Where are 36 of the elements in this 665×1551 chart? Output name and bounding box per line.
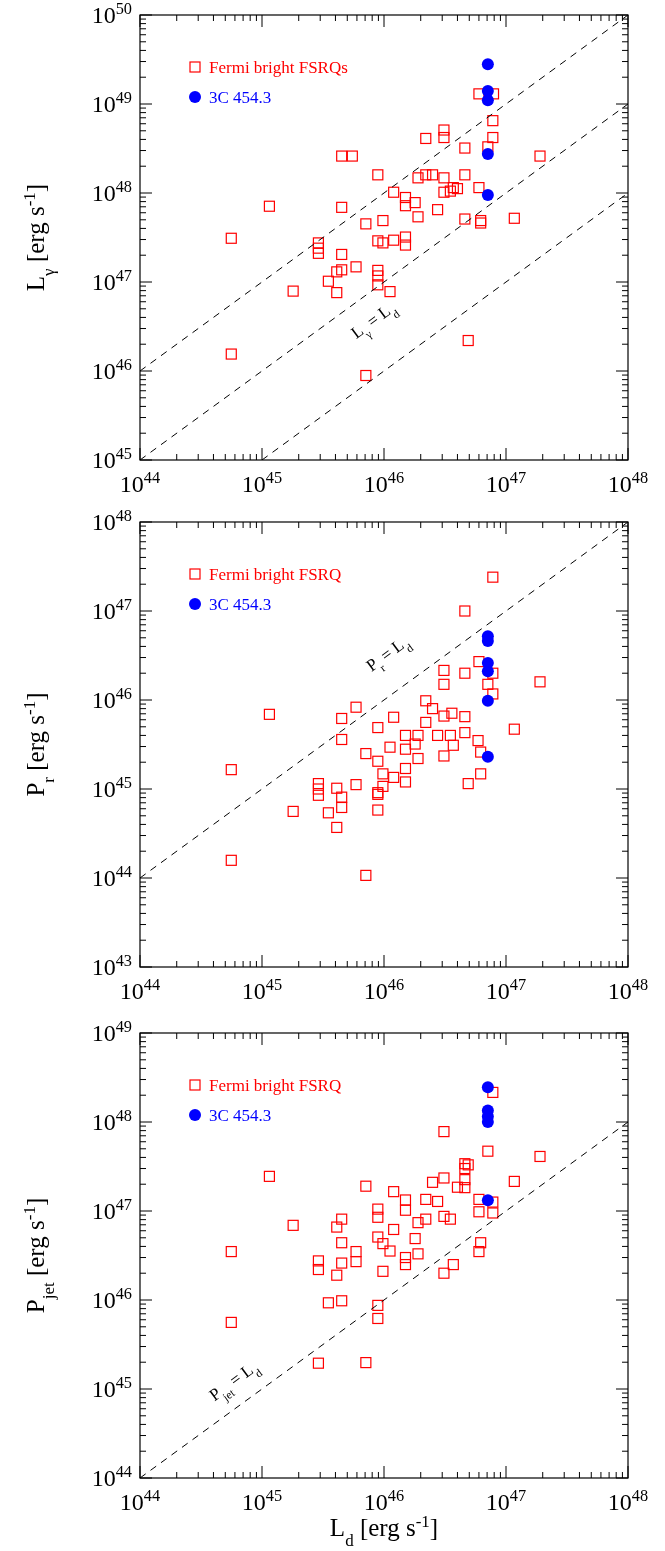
legend-label: Fermi bright FSRQ [209, 1076, 342, 1095]
y-tick-label: 10$^{48}$ [91, 1105, 132, 1135]
y-tick-label: 10$^{50}$ [91, 0, 132, 28]
point [481, 750, 494, 763]
x-tick-label: 10$^{47}$ [485, 974, 527, 1004]
y-tick-label: 10$^{45}$ [91, 772, 132, 802]
y-tick-label: 10$^{44}$ [91, 861, 132, 891]
point [481, 694, 494, 707]
y-tick-label: 10$^{48}$ [91, 176, 132, 206]
y-tick-label: 10$^{49}$ [91, 87, 132, 117]
y-tick-label: 10$^{48}$ [91, 505, 132, 535]
point [481, 1194, 494, 1207]
legend-label: Fermi bright FSRQs [209, 58, 348, 77]
x-tick-label: 10$^{45}$ [241, 467, 283, 497]
x-tick-label: 10$^{46}$ [363, 974, 405, 1004]
y-tick-label: 10$^{47}$ [91, 265, 132, 295]
legend-label: 3C 454.3 [209, 88, 272, 107]
y-tick-label: 10$^{46}$ [91, 354, 132, 384]
y-tick-label: 10$^{47}$ [91, 594, 132, 624]
legend-label: 3C 454.3 [209, 595, 272, 614]
x-tick-label: 10$^{45}$ [241, 974, 283, 1004]
x-tick-label: 10$^{47}$ [485, 1485, 527, 1515]
legend-label: Fermi bright FSRQ [209, 565, 342, 584]
x-tick-label: 10$^{48}$ [607, 1485, 649, 1515]
x-tick-label: 10$^{47}$ [485, 467, 527, 497]
y-tick-label: 10$^{46}$ [91, 683, 132, 713]
y-tick-label: 10$^{49}$ [91, 1016, 132, 1046]
x-tick-label: 10$^{46}$ [363, 467, 405, 497]
point [481, 1081, 494, 1094]
x-tick-label: 10$^{48}$ [607, 467, 649, 497]
legend-label: 3C 454.3 [209, 1106, 272, 1125]
y-tick-label: 10$^{45}$ [91, 1372, 132, 1402]
x-tick-label: 10$^{45}$ [241, 1485, 283, 1515]
y-tick-label: 10$^{47}$ [91, 1194, 132, 1224]
x-tick-label: 10$^{48}$ [607, 974, 649, 1004]
y-tick-label: 10$^{46}$ [91, 1283, 132, 1313]
